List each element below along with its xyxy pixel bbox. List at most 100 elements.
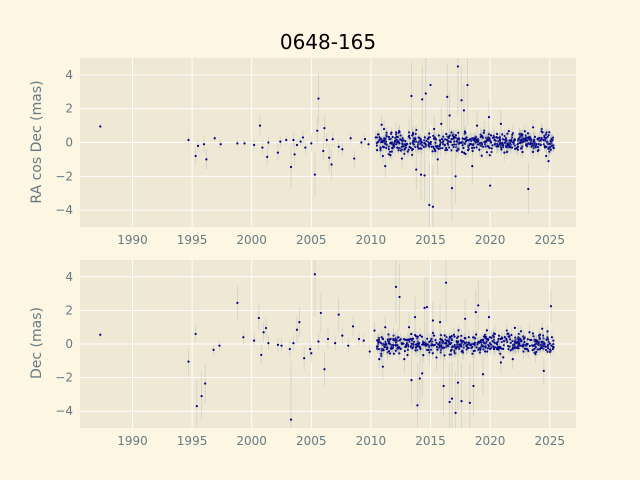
data-point — [450, 149, 453, 152]
data-point — [496, 142, 499, 146]
data-point — [484, 140, 487, 143]
x-tick-label: 2010 — [356, 434, 387, 448]
data-point — [293, 153, 296, 156]
data-point — [519, 139, 522, 142]
data-point — [407, 148, 410, 151]
data-point — [419, 334, 422, 337]
data-point — [503, 141, 507, 145]
data-point — [289, 165, 293, 169]
data-point — [529, 142, 532, 145]
data-point — [521, 150, 524, 154]
data-point — [486, 337, 489, 341]
data-point — [517, 138, 520, 141]
data-point — [460, 150, 464, 154]
data-point — [541, 334, 545, 337]
data-point — [378, 358, 381, 361]
data-point — [435, 356, 438, 359]
data-point — [485, 151, 489, 154]
data-point — [535, 350, 538, 354]
data-point — [467, 336, 470, 339]
data-point — [415, 168, 418, 171]
data-point — [492, 338, 495, 341]
data-point — [414, 145, 417, 148]
data-point — [489, 141, 493, 144]
data-point — [404, 140, 407, 143]
y-tick-label: 4 — [65, 270, 73, 284]
y-tick-label: 2 — [65, 303, 73, 317]
x-tick-label: 1995 — [177, 233, 208, 247]
data-point — [546, 347, 550, 350]
data-point — [323, 368, 326, 371]
data-point — [462, 146, 465, 150]
data-point — [466, 346, 469, 349]
data-point — [494, 346, 497, 349]
data-point — [546, 336, 549, 339]
data-point — [398, 352, 401, 355]
data-point — [395, 133, 398, 136]
data-point — [481, 344, 484, 348]
data-point — [544, 345, 547, 348]
data-point — [548, 342, 551, 345]
data-point — [549, 348, 552, 351]
data-point — [403, 358, 406, 361]
x-tick-label: 2015 — [415, 233, 446, 247]
data-point — [547, 159, 550, 163]
data-point — [242, 336, 245, 339]
data-point — [491, 345, 495, 348]
data-point — [531, 150, 535, 153]
data-point — [424, 145, 427, 148]
data-point — [543, 146, 547, 149]
data-point — [414, 334, 417, 337]
data-point — [455, 136, 458, 140]
data-point — [196, 144, 200, 147]
x-tick-label: 2025 — [534, 434, 565, 448]
data-point — [488, 336, 492, 339]
data-point — [454, 134, 458, 137]
data-point — [533, 338, 536, 341]
data-point — [532, 335, 535, 338]
data-point — [412, 340, 416, 344]
data-point — [508, 335, 511, 338]
data-point — [459, 343, 463, 346]
data-point — [439, 141, 442, 144]
data-point — [487, 316, 491, 319]
data-point — [399, 347, 402, 350]
data-point — [424, 92, 427, 95]
data-point — [453, 140, 456, 143]
data-point — [443, 138, 447, 141]
data-point — [398, 130, 401, 134]
data-point — [428, 340, 431, 343]
chart-title: 0648-165 — [280, 30, 376, 54]
data-point — [508, 338, 512, 341]
data-point — [428, 351, 431, 354]
data-point — [406, 150, 409, 153]
data-point — [536, 138, 539, 141]
data-point — [484, 345, 487, 348]
data-point — [389, 141, 392, 144]
data-point — [424, 139, 428, 142]
data-point — [460, 400, 463, 403]
data-point — [496, 140, 499, 143]
data-point — [521, 145, 524, 148]
data-point — [419, 347, 422, 351]
data-point — [517, 347, 520, 350]
data-point — [447, 146, 451, 149]
data-point — [347, 344, 350, 347]
data-point — [432, 334, 436, 337]
data-point — [415, 128, 418, 132]
data-point — [502, 344, 506, 347]
data-point — [534, 144, 538, 147]
data-point — [423, 174, 426, 177]
data-point — [377, 341, 380, 344]
data-point — [420, 335, 424, 338]
data-point — [395, 143, 398, 146]
data-point — [377, 336, 380, 340]
data-point — [376, 342, 380, 346]
data-point — [384, 340, 387, 343]
data-point — [439, 348, 443, 351]
data-point — [453, 349, 456, 352]
data-point — [392, 352, 395, 355]
data-point — [538, 333, 542, 336]
x-tick-label: 2005 — [296, 434, 327, 448]
data-point — [421, 340, 425, 343]
